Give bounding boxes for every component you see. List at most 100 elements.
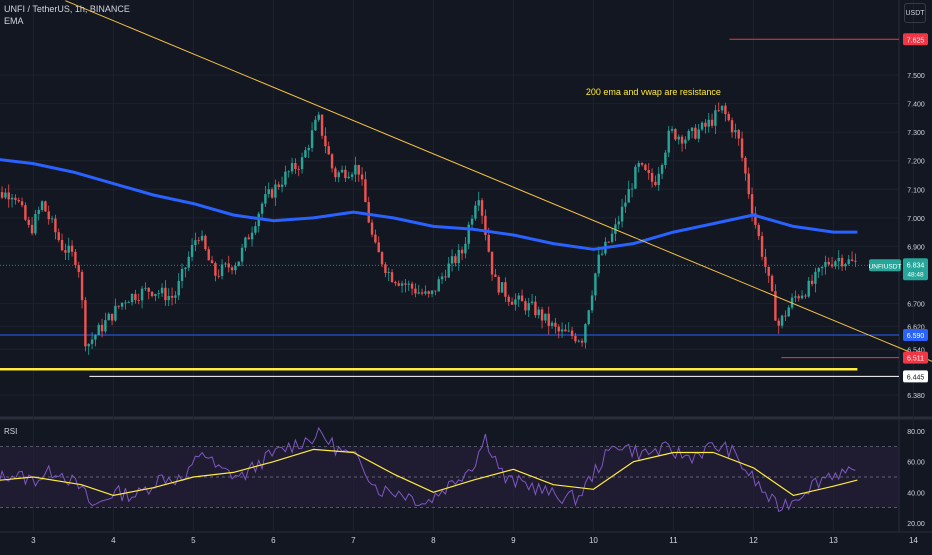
candle-body: [320, 114, 324, 136]
candle-body: [410, 283, 414, 289]
candle-body: [727, 114, 730, 121]
candle-body: [300, 157, 304, 170]
candle-body: [244, 237, 247, 248]
candle-body: [170, 295, 174, 298]
candle-body: [174, 295, 177, 298]
symbol-tag-bg: [869, 259, 901, 272]
candle-body: [384, 264, 387, 273]
indicator-label-ema[interactable]: EMA: [4, 16, 24, 26]
candle-body: [470, 218, 474, 225]
level-price-tag-bg: [903, 33, 928, 46]
candle-body: [117, 305, 120, 307]
candle-body: [200, 235, 204, 241]
candle-body: [140, 288, 144, 301]
candle-body: [207, 249, 210, 261]
candle-body: [270, 189, 274, 198]
candle-body: [484, 215, 487, 235]
candle-body: [444, 276, 447, 278]
candle-body: [487, 234, 490, 252]
rsi-tick-label: 20.00: [907, 521, 925, 528]
candle-body: [750, 194, 754, 214]
candle-body: [30, 224, 34, 234]
y-tick-label: 7.300: [907, 130, 925, 137]
candle-body: [40, 201, 44, 211]
candle-body: [570, 330, 574, 336]
candle-body: [240, 247, 244, 262]
descending-trendline: [65, 0, 932, 362]
candle-body: [694, 127, 697, 139]
candle-body: [317, 114, 320, 120]
candle-body: [394, 282, 397, 284]
candle-body: [407, 283, 410, 285]
candle-body: [154, 293, 157, 296]
candle-body: [530, 301, 534, 304]
candle-body: [160, 287, 164, 294]
candle-body: [804, 295, 807, 297]
candle-body: [24, 205, 27, 220]
candle-body: [597, 254, 600, 274]
candle-body: [537, 309, 540, 316]
candle-body: [514, 299, 517, 305]
candle-body: [194, 240, 197, 245]
candle-body: [204, 235, 207, 250]
candle-body: [344, 169, 347, 179]
candle-body: [80, 271, 84, 301]
candle-body: [324, 135, 327, 147]
candle-body: [137, 300, 140, 301]
candle-body: [700, 122, 704, 130]
candle-body: [494, 274, 497, 277]
rsi-tick-label: 80.00: [907, 429, 925, 436]
candle-body: [430, 290, 434, 294]
candle-body: [314, 119, 317, 131]
candle-body: [77, 265, 80, 272]
candle-body: [390, 272, 394, 283]
y-tick-label: 7.400: [907, 102, 925, 109]
candle-body: [630, 188, 634, 190]
candle-body: [824, 261, 827, 267]
candle-body: [547, 313, 550, 326]
candle-body: [50, 218, 54, 220]
candle-body: [130, 293, 134, 303]
candle-body: [714, 110, 717, 126]
candle-body: [850, 259, 854, 261]
candle-body: [230, 267, 234, 271]
candle-body: [457, 249, 460, 264]
rsi-tick-label: 40.00: [907, 490, 925, 497]
level-price-tag-bg: [903, 329, 928, 341]
candle-body: [740, 138, 744, 158]
candle-body: [820, 266, 824, 269]
candle-body: [577, 340, 580, 342]
candle-body: [100, 324, 104, 332]
level-price-tag: 6.590: [907, 333, 925, 340]
candle-body: [90, 339, 94, 344]
candle-body: [377, 242, 380, 253]
level-price-tag: 6.445: [907, 374, 925, 381]
x-tick-label: 5: [191, 536, 196, 545]
candle-body: [794, 296, 797, 298]
candle-body: [754, 213, 757, 225]
candle-body: [27, 219, 30, 225]
candle-body: [44, 201, 47, 212]
candle-body: [387, 272, 390, 273]
candle-body: [34, 213, 37, 234]
candle-body: [497, 276, 500, 293]
candle-body: [264, 194, 267, 204]
candle-body: [64, 250, 67, 253]
candle-body: [424, 291, 427, 294]
candle-body: [364, 179, 367, 203]
candle-body: [784, 315, 787, 317]
candle-body: [104, 320, 107, 332]
y-tick-label: 7.100: [907, 187, 925, 194]
candle-body: [447, 263, 450, 278]
candle-body: [724, 105, 727, 115]
candle-body: [540, 309, 544, 321]
candle-body: [507, 296, 510, 302]
candle-body: [574, 335, 577, 342]
symbol-tag: UNFIUSDT: [869, 263, 902, 270]
candle-body: [684, 139, 687, 144]
currency-button[interactable]: USDT: [904, 3, 926, 23]
candle-body: [7, 192, 10, 200]
candle-body: [760, 236, 764, 257]
